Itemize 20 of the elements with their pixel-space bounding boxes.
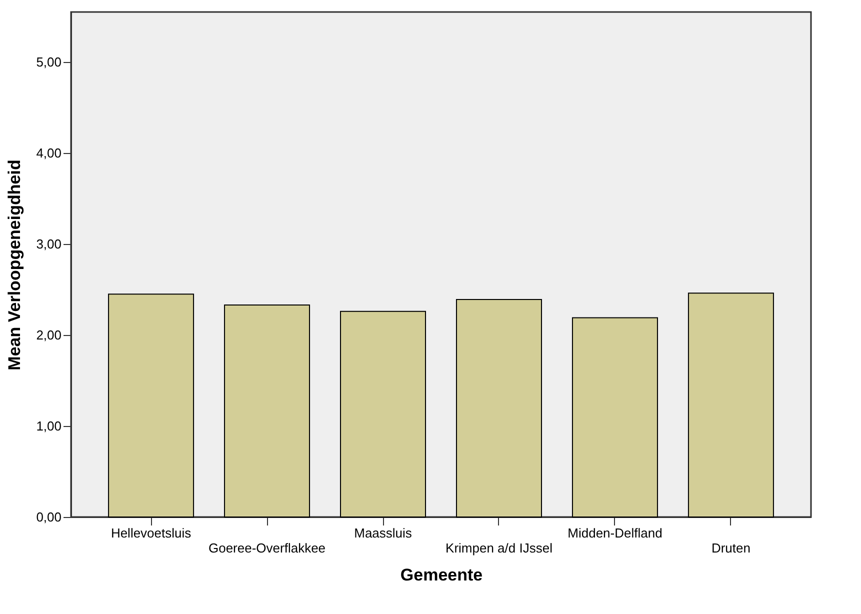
x-tick-label: Midden-Delfland xyxy=(568,526,662,540)
y-tick-label: 2,00 xyxy=(36,328,62,343)
y-tick-label: 4,00 xyxy=(36,146,62,161)
bar xyxy=(340,310,426,518)
x-tick-label: Goeree-Overflakkee xyxy=(208,540,326,556)
y-axis-title: Mean Verloopgeneigdheid xyxy=(5,160,24,370)
x-tick-label: Hellevoetsluis xyxy=(110,526,192,540)
x-tick-label: Maassluis xyxy=(354,526,412,540)
x-axis-title: Gemeente xyxy=(400,566,483,584)
x-tick-label: Krimpen a/d IJssel xyxy=(446,540,553,556)
bar xyxy=(456,299,542,518)
y-tick-label: 0,00 xyxy=(36,510,62,524)
y-tick-label: 1,00 xyxy=(36,418,62,434)
bar xyxy=(108,294,194,518)
y-tick-label: 3,00 xyxy=(36,236,62,252)
bar xyxy=(224,304,310,518)
x-tick-label: Druten xyxy=(711,540,750,556)
bar xyxy=(688,292,774,518)
y-tick-label: 5,00 xyxy=(36,54,62,70)
bar xyxy=(572,317,658,518)
